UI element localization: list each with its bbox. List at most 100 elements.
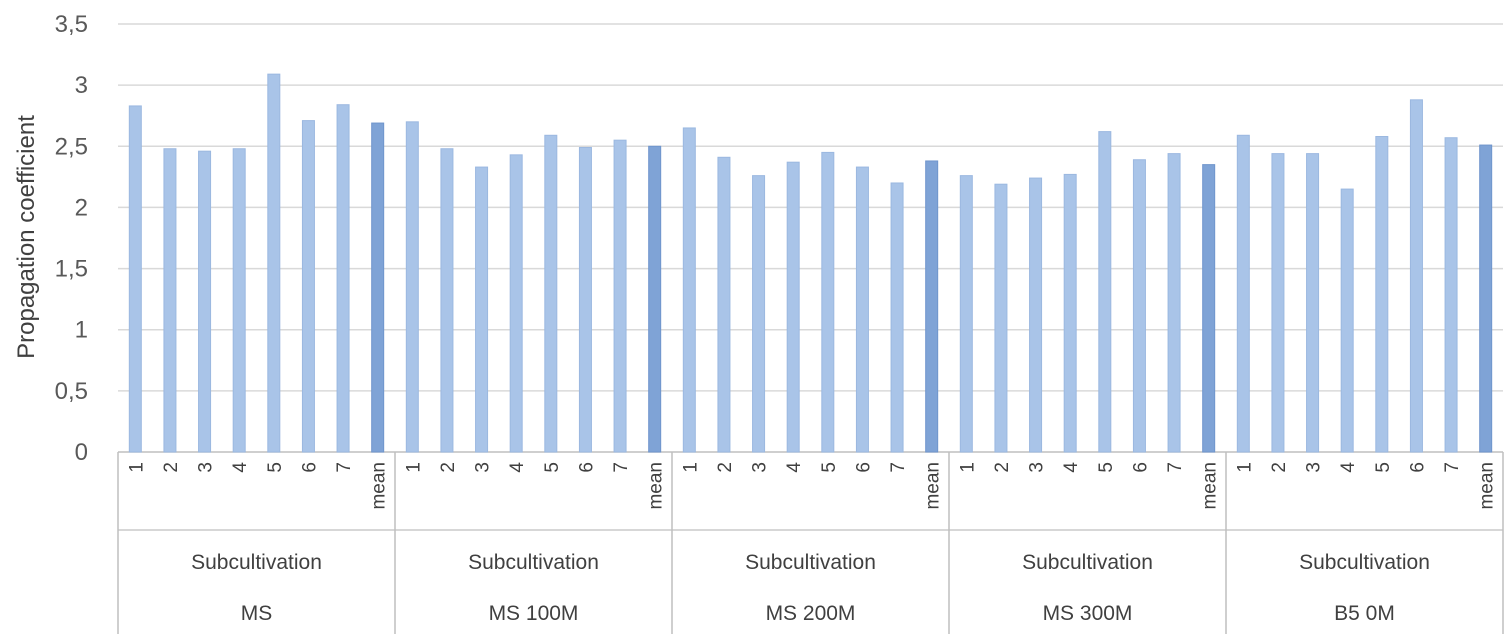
x-tick-label: 1 [680,462,701,473]
group-label-top: Subcultivation [745,551,876,574]
bar [717,156,731,453]
x-tick-label: 1 [1234,462,1255,473]
bar [578,147,592,453]
x-tick-label: mean [1200,462,1221,510]
x-axis: 1 2 3 4 5 6 7 mean Subcultivation MS 1 2 3 4 5 6 7 mean Su… [117,452,1504,634]
x-tick-label: 4 [784,462,805,473]
bar [821,151,835,453]
y-axis-label: Propagation coefficient [13,115,40,359]
x-tick-label: 5 [265,462,286,473]
x-tick-label: 6 [299,462,320,473]
x-tick-label: 2 [992,462,1013,473]
x-tick-label: 4 [1338,462,1359,473]
x-tick-label: 4 [230,462,251,473]
x-tick-label: 2 [161,462,182,473]
y-tick-label: 2 [75,194,88,221]
x-tick-label: 3 [473,462,494,473]
x-tick-label: 7 [611,462,632,473]
x-tick-label: 7 [334,462,355,473]
bar [752,175,766,453]
bar [440,148,454,453]
y-axis-ticks: 0 0,5 1 1,5 2 2,5 3 3,5 [55,11,88,466]
x-tick-label: mean [923,462,944,510]
bar [786,161,800,453]
y-tick-label: 0,5 [55,378,88,405]
bar [959,175,973,453]
y-tick-label: 1 [75,317,88,344]
bar [1063,173,1077,453]
group-label-bottom: MS 300M [1043,602,1133,625]
x-tick-label: 7 [1442,462,1463,473]
x-tick-label: 4 [507,462,528,473]
mean-bar [1479,144,1493,453]
bar [1236,134,1250,453]
bar [1167,153,1181,453]
bar [1306,153,1320,453]
y-tick-label: 2,5 [55,133,88,160]
x-tick-label: 6 [1407,462,1428,473]
bar [198,150,212,453]
gridlines [118,23,1503,453]
group-label-top: Subcultivation [1299,551,1430,574]
bar [994,183,1008,453]
x-tick-label: 3 [1027,462,1048,473]
bar [613,139,627,453]
mean-bar [1202,164,1216,453]
x-tick-label: 4 [1061,462,1082,473]
group-label-bottom: B5 0M [1334,602,1395,625]
x-tick-label: 2 [1269,462,1290,473]
x-tick-label: 5 [1373,462,1394,473]
x-tick-label: mean [369,462,390,510]
x-tick-label: 7 [1165,462,1186,473]
x-tick-label: 5 [1096,462,1117,473]
bar [301,120,315,453]
group-label-top: Subcultivation [191,551,322,574]
y-tick-label: 1,5 [55,256,88,283]
x-tick-label: 2 [715,462,736,473]
x-tick-label: mean [646,462,667,510]
group-label-bottom: MS [241,602,273,625]
x-tick-label: 5 [819,462,840,473]
x-tick-label: 1 [126,462,147,473]
y-tick-label: 3,5 [55,11,88,38]
x-tick-label: 1 [403,462,424,473]
x-tick-label: 5 [542,462,563,473]
bar [267,73,281,453]
group-label-top: Subcultivation [1022,551,1153,574]
x-tick-label: 3 [196,462,217,473]
x-tick-label: 7 [888,462,909,473]
x-tick-label: 3 [750,462,771,473]
group-label-bottom: MS 200M [766,602,856,625]
bar [855,166,869,453]
bar [336,104,350,453]
bar [1271,153,1285,453]
y-tick-label: 0 [75,439,88,466]
bar [890,182,904,453]
x-tick-label: 6 [1130,462,1151,473]
group-label-bottom: MS 100M [489,602,579,625]
bar [475,166,489,453]
mean-bar [648,145,662,453]
bar [405,121,419,453]
bar [232,148,246,453]
x-tick-label: 2 [438,462,459,473]
bar [544,134,558,453]
bar [1409,99,1423,453]
mean-bar [925,160,939,453]
bar [1444,137,1458,453]
x-tick-label: 1 [957,462,978,473]
y-tick-label: 3 [75,72,88,99]
bar [163,148,177,453]
bar [1375,136,1389,453]
x-tick-label: mean [1477,462,1498,510]
bar [128,105,142,453]
x-tick-label: 6 [853,462,874,473]
mean-bar [371,122,385,453]
group-label-top: Subcultivation [468,551,599,574]
bars [128,73,1493,453]
x-tick-label: 6 [576,462,597,473]
bar [1098,131,1112,453]
bar [1029,177,1043,453]
bar [1132,159,1146,453]
